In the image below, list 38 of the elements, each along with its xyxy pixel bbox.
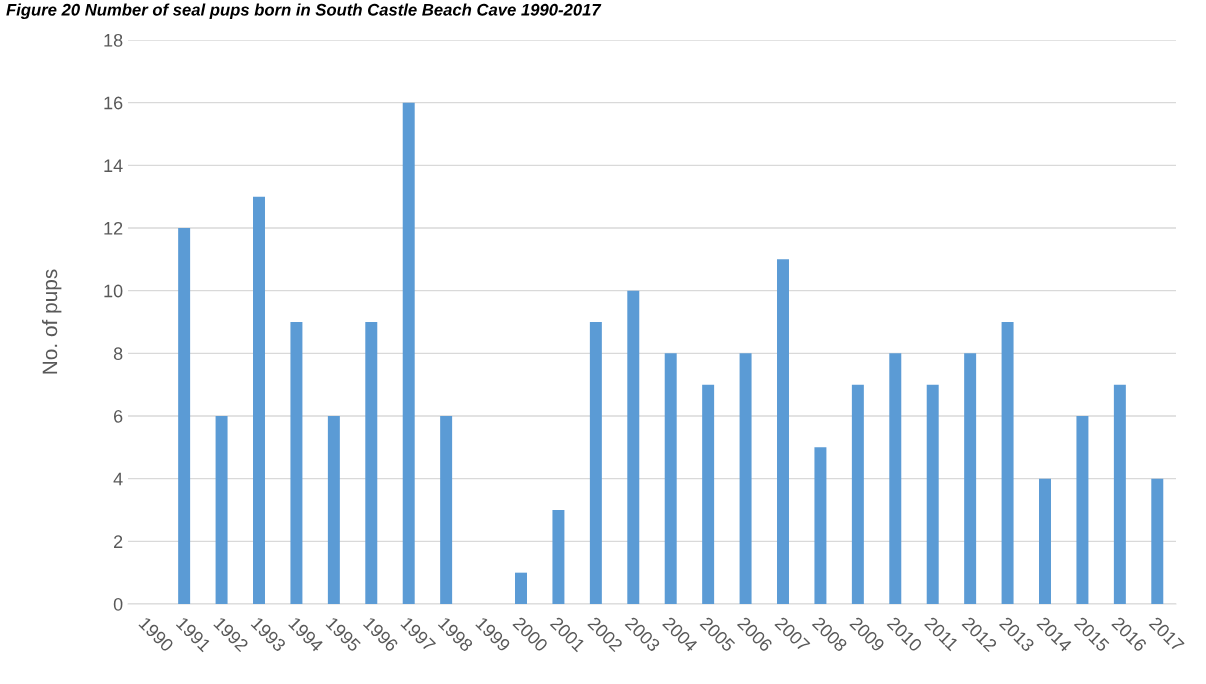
bar xyxy=(1001,322,1014,604)
bar xyxy=(814,447,827,604)
bar xyxy=(1039,478,1051,604)
bar xyxy=(290,322,303,604)
bar xyxy=(402,102,415,604)
bar xyxy=(515,572,527,604)
y-tick-label: 16 xyxy=(104,96,123,110)
y-tick-label: 8 xyxy=(113,347,123,361)
bar xyxy=(777,259,789,604)
bar xyxy=(702,384,715,604)
bar xyxy=(1151,478,1164,604)
bar xyxy=(964,353,977,604)
chart-title: Figure 20 Number of seal pups born in South Castle Beach Cave 1990-2017 xyxy=(6,3,602,19)
bar xyxy=(552,510,565,604)
bar xyxy=(1113,384,1126,604)
bar xyxy=(739,353,752,604)
bar xyxy=(440,416,453,604)
bar xyxy=(851,384,864,604)
y-tick-label: 4 xyxy=(113,472,123,486)
bar xyxy=(926,384,939,604)
y-tick-label: 14 xyxy=(104,159,123,172)
y-tick-label: 12 xyxy=(104,221,123,235)
y-tick-label: 6 xyxy=(114,409,123,423)
bar xyxy=(253,196,265,604)
bar xyxy=(889,353,902,604)
y-tick-label: 2 xyxy=(114,535,123,548)
y-axis-title: No. of pups xyxy=(41,269,62,374)
y-tick-label: 18 xyxy=(104,33,123,47)
bar xyxy=(327,416,340,604)
bar xyxy=(1076,416,1089,604)
bar xyxy=(178,228,191,604)
bar xyxy=(627,290,640,604)
bar xyxy=(589,322,602,604)
bar xyxy=(365,322,378,604)
y-tick-label: 0 xyxy=(113,597,123,611)
y-tick-label: 10 xyxy=(104,284,123,298)
bar xyxy=(215,416,228,604)
bar xyxy=(664,353,677,604)
